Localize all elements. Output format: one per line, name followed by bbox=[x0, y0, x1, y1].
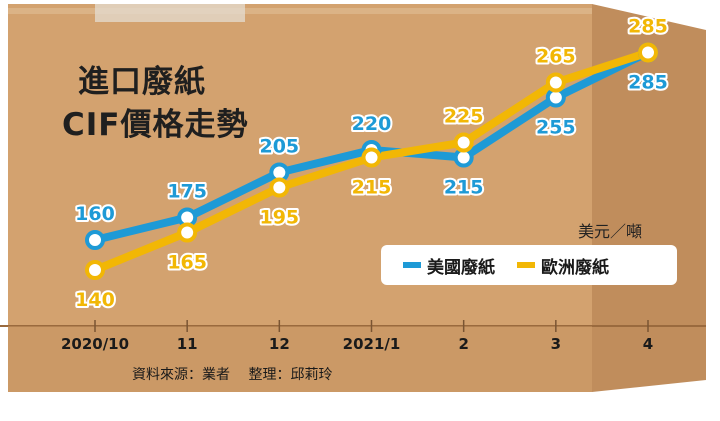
data-point-europe bbox=[361, 147, 382, 168]
legend-swatch-usa bbox=[403, 262, 421, 268]
legend-swatch-europe bbox=[517, 262, 535, 268]
data-label-europe: 215 bbox=[352, 177, 392, 199]
data-label-usa: 285 bbox=[628, 72, 668, 94]
data-label-usa: 175 bbox=[167, 181, 207, 203]
legend-label-europe: 歐洲廢紙 bbox=[541, 257, 609, 278]
data-point-europe bbox=[85, 260, 105, 280]
data-label-europe: 285 bbox=[628, 16, 668, 38]
x-tick-label: 4 bbox=[642, 335, 654, 353]
data-label-europe: 225 bbox=[444, 106, 484, 128]
x-tick-label: 3 bbox=[550, 335, 562, 353]
data-point-europe bbox=[453, 132, 474, 153]
chart-title-line-1: 進口廢紙 bbox=[78, 64, 206, 100]
x-tick-label: 12 bbox=[268, 335, 290, 353]
x-tick-label: 2020/10 bbox=[60, 335, 130, 353]
legend: 美國廢紙 歐洲廢紙 bbox=[381, 245, 677, 285]
legend-item-europe: 歐洲廢紙 bbox=[517, 253, 609, 278]
x-tick-label: 11 bbox=[176, 335, 198, 353]
source-note: 資料來源：業者 整理：邱莉玲 bbox=[132, 367, 333, 383]
data-point-europe bbox=[545, 72, 566, 93]
data-label-usa: 255 bbox=[536, 117, 576, 139]
legend-item-usa: 美國廢紙 bbox=[403, 253, 495, 278]
data-label-usa: 220 bbox=[352, 113, 392, 135]
data-point-europe bbox=[177, 222, 198, 243]
data-label-europe: 195 bbox=[259, 207, 299, 229]
chart-title-line-2: CIF價格走勢 bbox=[62, 107, 249, 143]
data-point-europe bbox=[638, 42, 658, 63]
x-tick-label: 2021/1 bbox=[342, 335, 401, 353]
data-point-europe bbox=[269, 177, 290, 198]
legend-label-usa: 美國廢紙 bbox=[427, 257, 495, 278]
data-label-usa: 215 bbox=[444, 177, 484, 199]
data-label-europe: 140 bbox=[75, 289, 115, 311]
data-label-usa: 205 bbox=[259, 136, 299, 158]
data-label-europe: 265 bbox=[536, 46, 576, 68]
data-label-europe: 165 bbox=[167, 252, 207, 274]
x-tick-label: 2 bbox=[458, 335, 469, 353]
data-point-usa bbox=[85, 230, 105, 250]
data-label-usa: 160 bbox=[75, 203, 115, 225]
unit-label: 美元／噸 bbox=[578, 222, 643, 241]
